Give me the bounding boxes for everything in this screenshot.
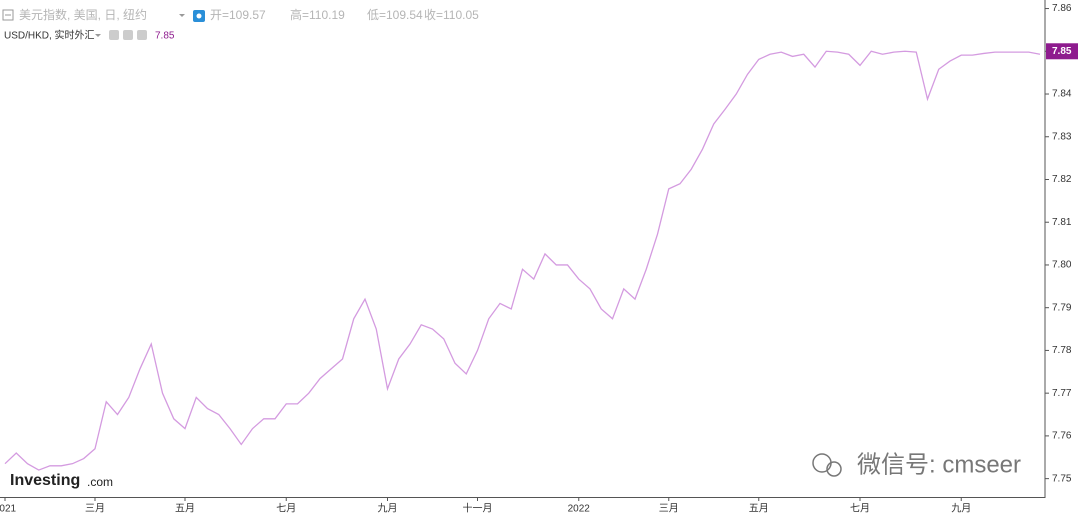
collapse-icon[interactable] [2,9,14,21]
close-button[interactable] [137,30,147,40]
y-tick-label: 7.78 [1052,345,1072,356]
logo-suffix: .com [87,475,113,489]
legend-label: USD/HKD, 实时外汇 [4,29,95,42]
x-tick-label: 九月 [951,503,971,514]
x-tick-label: 三月 [85,503,105,514]
y-tick-label: 7.76 [1052,431,1072,442]
watermark: 微信号: cmseer [857,451,1021,478]
visibility-eye [196,13,202,19]
settings-button[interactable] [123,30,133,40]
dropdown-caret[interactable] [179,14,185,17]
dropdown-caret[interactable] [95,34,101,37]
y-tick-label: 7.81 [1052,217,1072,228]
settings-button[interactable] [109,30,119,40]
last-value-box [1046,43,1078,60]
wechat-icon [826,461,842,477]
low-value: 低=109.54 [367,8,423,22]
last-value-label: 7.85 [1052,46,1072,57]
y-tick-label: 7.84 [1052,89,1072,100]
high-value: 高=110.19 [290,7,345,22]
y-tick-label: 7.75 [1052,473,1072,484]
y-tick-label: 7.83 [1052,131,1072,142]
close-value: 收=110.05 [424,8,479,22]
x-tick-label: 2021 [0,504,17,514]
x-tick-label: 2022 [568,504,591,514]
y-tick-label: 7.79 [1052,302,1072,313]
legend-last-value: 7.85 [155,31,175,42]
x-tick-label: 十一月 [463,502,493,514]
y-tick-label: 7.82 [1052,174,1072,185]
x-tick-label: 五月 [175,503,195,514]
price-line [4,50,1041,471]
logo-brand: Investing [10,472,80,489]
x-tick-label: 五月 [749,503,769,514]
x-tick-label: 九月 [378,503,398,514]
y-tick-label: 7.80 [1052,260,1072,271]
y-tick-label: 7.86 [1052,3,1072,14]
x-tick-label: 七月 [276,503,296,514]
open-value: 开=109.57 [210,8,266,22]
x-tick-label: 七月 [850,503,870,514]
y-tick-label: 7.77 [1052,388,1072,399]
instrument-title: 美元指数, 美国, 日, 纽约 [19,7,147,22]
wechat-icon [812,453,832,473]
x-tick-label: 三月 [659,503,679,514]
